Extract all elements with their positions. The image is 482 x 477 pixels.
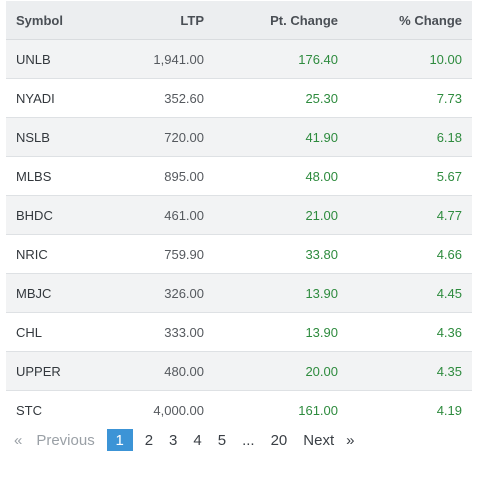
- table-row[interactable]: BHDC 461.00 21.00 4.77: [6, 195, 472, 235]
- header-ltp[interactable]: LTP: [110, 1, 214, 40]
- cell-pct-change: 7.73: [348, 78, 472, 118]
- cell-symbol[interactable]: CHL: [6, 312, 110, 352]
- header-pt-change[interactable]: Pt. Change: [214, 1, 348, 40]
- cell-pt-change: 161.00: [214, 390, 348, 429]
- cell-ltp: 461.00: [110, 195, 214, 235]
- cell-ltp: 759.90: [110, 234, 214, 274]
- header-pct-change[interactable]: % Change: [348, 1, 472, 40]
- page-button-2[interactable]: 2: [144, 431, 154, 449]
- cell-pt-change: 13.90: [214, 312, 348, 352]
- cell-pct-change: 10.00: [348, 39, 472, 79]
- cell-symbol[interactable]: UNLB: [6, 39, 110, 79]
- header-symbol[interactable]: Symbol: [6, 1, 110, 40]
- cell-pt-change: 20.00: [214, 351, 348, 391]
- cell-pct-change: 5.67: [348, 156, 472, 196]
- cell-symbol[interactable]: MLBS: [6, 156, 110, 196]
- cell-ltp: 480.00: [110, 351, 214, 391]
- cell-pt-change: 48.00: [214, 156, 348, 196]
- stock-table: Symbol LTP Pt. Change % Change UNLB 1,94…: [6, 1, 472, 429]
- page-button-5[interactable]: 5: [217, 431, 227, 449]
- pagination: « Previous 1 2 3 4 5 ... 20 Next »: [10, 428, 366, 452]
- cell-ltp: 720.00: [110, 117, 214, 157]
- table-row[interactable]: MBJC 326.00 13.90 4.45: [6, 273, 472, 313]
- cell-symbol[interactable]: NRIC: [6, 234, 110, 274]
- pagination-ellipsis: ...: [242, 431, 255, 449]
- cell-ltp: 352.60: [110, 78, 214, 118]
- cell-pt-change: 13.90: [214, 273, 348, 313]
- cell-ltp: 4,000.00: [110, 390, 214, 429]
- cell-pct-change: 4.36: [348, 312, 472, 352]
- cell-pt-change: 41.90: [214, 117, 348, 157]
- previous-button[interactable]: Previous: [36, 431, 95, 449]
- prev-arrow-icon: «: [14, 431, 23, 449]
- cell-ltp: 333.00: [110, 312, 214, 352]
- page-button-20[interactable]: 20: [270, 431, 288, 449]
- cell-pct-change: 4.45: [348, 273, 472, 313]
- cell-symbol[interactable]: MBJC: [6, 273, 110, 313]
- cell-symbol[interactable]: STC: [6, 390, 110, 429]
- cell-pct-change: 4.35: [348, 351, 472, 391]
- top-gainers-panel: Symbol LTP Pt. Change % Change UNLB 1,94…: [6, 1, 472, 429]
- cell-pct-change: 4.19: [348, 390, 472, 429]
- table-row[interactable]: UNLB 1,941.00 176.40 10.00: [6, 39, 472, 79]
- cell-symbol[interactable]: UPPER: [6, 351, 110, 391]
- cell-ltp: 326.00: [110, 273, 214, 313]
- cell-pct-change: 4.77: [348, 195, 472, 235]
- table-body: UNLB 1,941.00 176.40 10.00 NYADI 352.60 …: [6, 39, 472, 429]
- page-button-1[interactable]: 1: [106, 429, 133, 451]
- table-row[interactable]: STC 4,000.00 161.00 4.19: [6, 390, 472, 429]
- table-row[interactable]: NRIC 759.90 33.80 4.66: [6, 234, 472, 274]
- cell-symbol[interactable]: NSLB: [6, 117, 110, 157]
- next-button[interactable]: Next: [303, 431, 335, 449]
- header-row: Symbol LTP Pt. Change % Change: [6, 1, 472, 40]
- cell-pt-change: 21.00: [214, 195, 348, 235]
- cell-pt-change: 25.30: [214, 78, 348, 118]
- cell-symbol[interactable]: BHDC: [6, 195, 110, 235]
- cell-ltp: 895.00: [110, 156, 214, 196]
- cell-ltp: 1,941.00: [110, 39, 214, 79]
- table-row[interactable]: NYADI 352.60 25.30 7.73: [6, 78, 472, 118]
- cell-pt-change: 176.40: [214, 39, 348, 79]
- table-header: Symbol LTP Pt. Change % Change: [6, 1, 472, 40]
- cell-symbol[interactable]: NYADI: [6, 78, 110, 118]
- next-arrow-icon[interactable]: »: [346, 431, 355, 449]
- page-button-4[interactable]: 4: [193, 431, 202, 449]
- table-row[interactable]: NSLB 720.00 41.90 6.18: [6, 117, 472, 157]
- cell-pct-change: 6.18: [348, 117, 472, 157]
- table-row[interactable]: CHL 333.00 13.90 4.36: [6, 312, 472, 352]
- cell-pt-change: 33.80: [214, 234, 348, 274]
- cell-pct-change: 4.66: [348, 234, 472, 274]
- page-button-3[interactable]: 3: [169, 431, 178, 449]
- table-row[interactable]: MLBS 895.00 48.00 5.67: [6, 156, 472, 196]
- table-row[interactable]: UPPER 480.00 20.00 4.35: [6, 351, 472, 391]
